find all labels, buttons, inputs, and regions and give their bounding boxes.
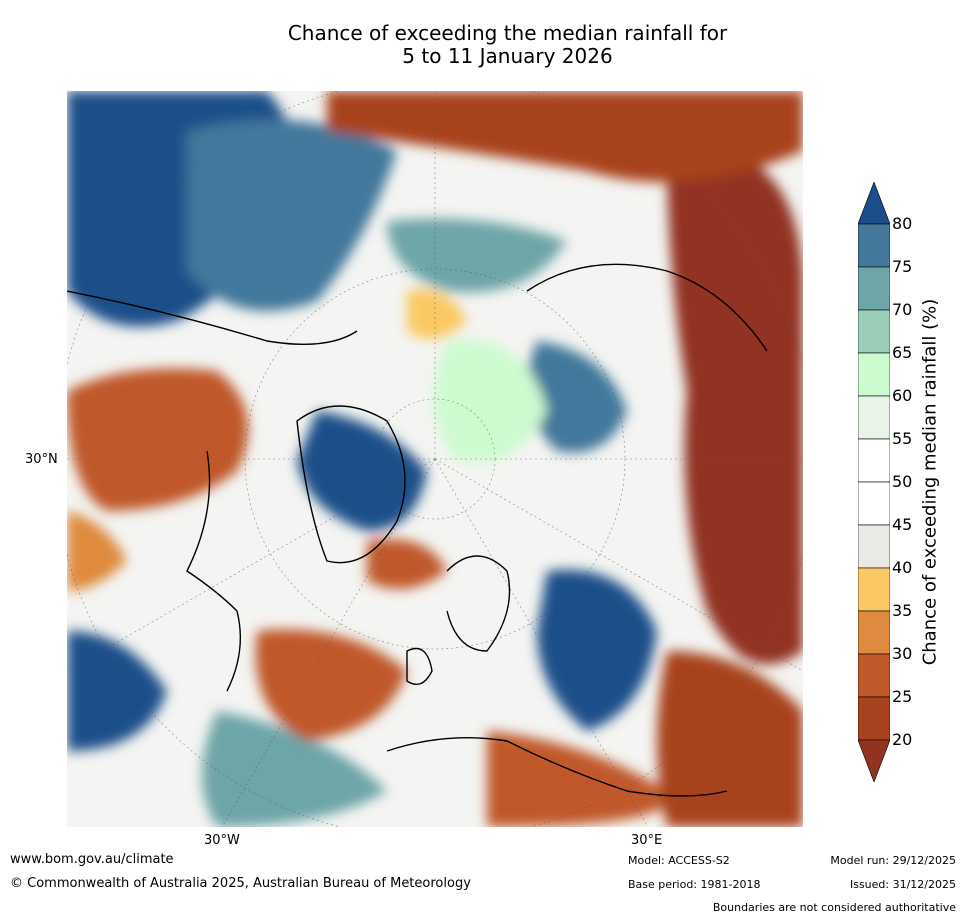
colorbar-band bbox=[857, 395, 891, 440]
colorbar-band bbox=[857, 567, 891, 612]
wet-region-sw bbox=[67, 631, 167, 751]
colorbar bbox=[857, 181, 891, 783]
meridian-60w bbox=[67, 458, 436, 672]
colorbar-band bbox=[857, 352, 891, 397]
meridian-30e bbox=[434, 458, 649, 827]
coastline-siberia bbox=[526, 263, 768, 352]
colorbar-tick-label: 70 bbox=[892, 300, 913, 319]
map-title-line2: 5 to 11 January 2026 bbox=[402, 44, 613, 68]
longitude-label-30w: 30°W bbox=[204, 833, 240, 848]
coastline-greenland bbox=[296, 405, 406, 564]
colorbar-band bbox=[857, 481, 891, 526]
map-title: Chance of exceeding the median rainfall … bbox=[0, 22, 965, 68]
footer-disclaimer: Boundaries are not considered authoritat… bbox=[712, 901, 956, 914]
colorbar-band bbox=[857, 696, 891, 741]
dry-region-west bbox=[67, 511, 127, 591]
colorbar-band bbox=[857, 266, 891, 311]
coastline-north-america bbox=[67, 290, 358, 692]
dry-region-east-asia bbox=[657, 651, 803, 827]
colorbar-band bbox=[857, 610, 891, 655]
wet-region-europe bbox=[537, 569, 657, 731]
wet-region-atlantic bbox=[202, 711, 387, 827]
coastline-europe-med bbox=[386, 736, 728, 797]
wet-region-gulf bbox=[387, 218, 567, 293]
footer-issued: Issued: 31/12/2025 bbox=[849, 878, 956, 891]
colorbar-tick-label: 25 bbox=[892, 687, 913, 706]
footer-copyright: © Commonwealth of Australia 2025, Austra… bbox=[10, 876, 471, 891]
wet-region-siberia bbox=[525, 341, 627, 453]
wet-region-n-pacific bbox=[187, 119, 397, 311]
latitude-label-30n: 30°N bbox=[25, 452, 58, 467]
map-canvas bbox=[67, 91, 803, 827]
colorbar-tick-label: 20 bbox=[892, 730, 913, 749]
colorbar-band bbox=[857, 524, 891, 569]
colorbar-tick-label: 60 bbox=[892, 386, 913, 405]
footer-model-run: Model run: 29/12/2025 bbox=[830, 854, 956, 867]
colorbar-arrow-top bbox=[857, 181, 891, 225]
colorbar-tick-label: 35 bbox=[892, 601, 913, 620]
colorbar-tick-label: 30 bbox=[892, 644, 913, 663]
colorbar-graphic bbox=[857, 181, 891, 783]
colorbar-tick-label: 55 bbox=[892, 429, 913, 448]
colorbar-band bbox=[857, 653, 891, 698]
graticule bbox=[67, 91, 803, 827]
rainfall-probability-map bbox=[67, 91, 803, 827]
wet-region-arctic bbox=[434, 339, 547, 463]
longitude-label-30e: 30°E bbox=[631, 833, 663, 848]
meridian-30w bbox=[221, 458, 436, 827]
dry-region-ne bbox=[667, 148, 803, 665]
colorbar-tick-label: 80 bbox=[892, 214, 913, 233]
map-title-line1: Chance of exceeding the median rainfall … bbox=[287, 21, 728, 45]
meridian-60e bbox=[434, 458, 803, 672]
colorbar-tick-label: 40 bbox=[892, 558, 913, 577]
colorbar-title: Chance of exceeding median rainfall (%) bbox=[919, 298, 941, 666]
dry-region-central bbox=[407, 289, 467, 339]
colorbar-band bbox=[857, 309, 891, 354]
colorbar-band bbox=[857, 438, 891, 483]
colorbar-tick-label: 75 bbox=[892, 257, 913, 276]
dry-region-mid-atlantic bbox=[255, 629, 407, 741]
colorbar-tick-label: 50 bbox=[892, 472, 913, 491]
colorbar-tick-label: 45 bbox=[892, 515, 913, 534]
probability-field bbox=[67, 91, 803, 827]
dry-region-greenland-east bbox=[367, 539, 447, 589]
coastlines bbox=[67, 263, 768, 797]
dry-region-se bbox=[487, 731, 669, 827]
dry-region-north bbox=[327, 91, 803, 183]
footer-base-period: Base period: 1981-2018 bbox=[628, 878, 761, 891]
colorbar-tick-label: 65 bbox=[892, 343, 913, 362]
colorbar-arrow-bottom bbox=[857, 739, 891, 783]
footer-url[interactable]: www.bom.gov.au/climate bbox=[10, 852, 174, 867]
dry-region-america bbox=[67, 368, 249, 511]
footer-model: Model: ACCESS-S2 bbox=[628, 854, 730, 867]
wet-region-labrador bbox=[297, 411, 427, 531]
coastline-scandinavia bbox=[446, 555, 511, 652]
coastline-british-isles bbox=[406, 647, 433, 685]
colorbar-band bbox=[857, 223, 891, 268]
